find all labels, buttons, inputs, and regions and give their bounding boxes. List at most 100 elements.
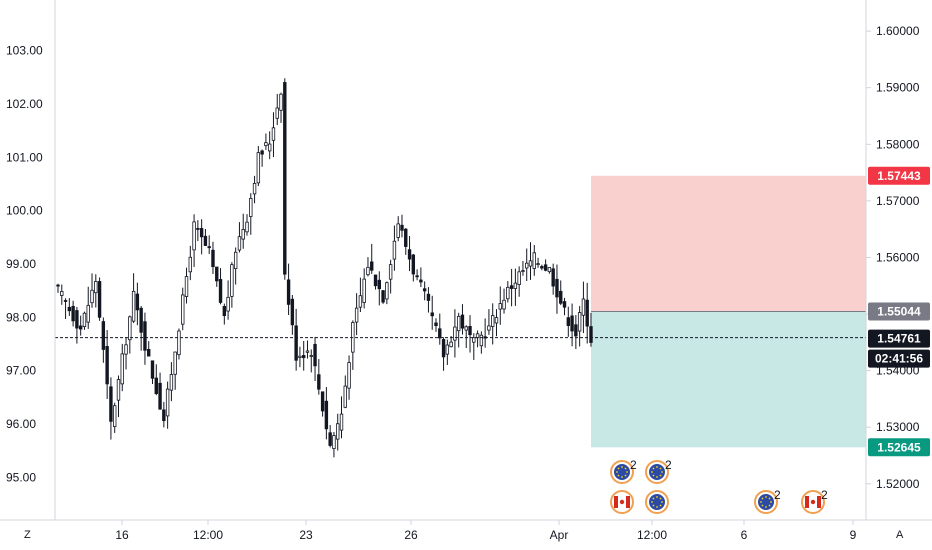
candle-body	[543, 264, 548, 271]
candle-body	[94, 281, 98, 294]
candlestick-series	[56, 78, 593, 458]
candle-body	[317, 374, 321, 390]
candle-body	[540, 266, 544, 269]
time-axis-tick-label: 23	[299, 528, 313, 542]
candle-body	[207, 246, 211, 249]
time-axis-tick-label: 16	[115, 528, 129, 542]
candle-body	[283, 82, 287, 275]
eu-flag-icon[interactable]: 2	[610, 458, 637, 484]
candle-body	[441, 339, 446, 358]
candle-body	[555, 278, 559, 298]
candle-body	[215, 266, 219, 282]
candle-body	[324, 400, 329, 430]
candle-body	[90, 289, 94, 304]
right-axis-tick-label: 1.58000	[876, 137, 920, 151]
candle-body	[547, 267, 552, 273]
candle-body	[536, 263, 540, 266]
stop-loss-badge: 1.57443	[877, 169, 921, 183]
right-axis-tick-label: 1.57000	[876, 194, 920, 208]
candle-body	[63, 300, 68, 302]
time-axis-tick-label: 12:00	[193, 528, 223, 542]
candle-body	[241, 229, 245, 240]
candle-body	[407, 249, 412, 260]
candle-body	[400, 224, 404, 231]
candle-body	[67, 306, 72, 312]
candle-body	[226, 296, 230, 312]
candle-body	[479, 334, 484, 347]
candle-body	[354, 307, 359, 323]
candle-body	[456, 315, 461, 332]
candle-body	[135, 293, 140, 311]
candle-body	[203, 235, 208, 246]
candle-body	[120, 353, 124, 385]
candle-body	[404, 228, 408, 247]
candle-body	[124, 344, 128, 355]
candle-body	[377, 279, 381, 290]
candle-body	[143, 321, 147, 351]
candle-body	[75, 310, 79, 329]
current-price-badge-bg	[868, 329, 930, 348]
candle-body	[222, 306, 227, 317]
candle-body	[373, 274, 378, 287]
candle-body	[150, 360, 155, 379]
candle-body	[502, 299, 506, 310]
take-profit-zone[interactable]	[591, 311, 866, 448]
candle-body	[506, 286, 510, 300]
eu-flag-icon[interactable]	[645, 490, 669, 514]
candle-body	[294, 325, 298, 361]
time-axis-tick-label: 9	[850, 528, 857, 542]
candle-body	[385, 282, 389, 300]
time-axis-tick-label: 12:00	[637, 528, 667, 542]
candle-body	[415, 275, 419, 278]
candle-body	[290, 298, 295, 326]
candle-body	[309, 355, 313, 357]
economic-events[interactable]: 2 2 2 2	[610, 458, 828, 514]
candle-body	[396, 223, 400, 238]
auto-scale-right-label[interactable]: A	[896, 529, 904, 541]
candle-body	[517, 271, 521, 285]
candle-body	[256, 152, 261, 184]
candle-body	[56, 284, 60, 287]
eu-flag-icon[interactable]: 2	[754, 488, 781, 514]
candle-body	[347, 362, 351, 389]
candle-body	[116, 379, 121, 401]
time-axis[interactable]: 16 12:00 23 26 Apr 12:00 6 9	[115, 520, 857, 542]
eu-flag-icon[interactable]: 2	[645, 458, 672, 484]
candle-body	[464, 326, 468, 331]
right-axis[interactable]: 1.60000 1.59000 1.58000 1.57000 1.56000 1.550…	[866, 24, 920, 491]
candle-body	[165, 388, 170, 417]
candle-body	[71, 305, 75, 322]
candle-body	[521, 270, 525, 272]
canada-flag-icon[interactable]	[610, 490, 634, 514]
time-axis-tick-label: 6	[741, 528, 748, 542]
candle-body	[585, 299, 589, 327]
canada-flag-icon[interactable]: 2	[801, 488, 828, 514]
candle-body	[249, 198, 253, 217]
left-axis-tick-label: 102.00	[6, 97, 43, 111]
stop-loss-zone[interactable]	[591, 175, 866, 312]
candle-body	[147, 348, 151, 357]
candle-body	[199, 228, 204, 238]
candle-body	[430, 312, 434, 317]
left-axis[interactable]: 103.00 102.00 101.00 100.00 99.00 98.00 97.00 9…	[6, 44, 43, 485]
event-count-label: 2	[774, 488, 781, 502]
candle-body	[388, 264, 393, 280]
candle-body	[188, 256, 192, 273]
candle-body	[366, 266, 370, 276]
candle-body	[370, 261, 374, 271]
candle-body	[128, 316, 132, 341]
candle-body	[339, 413, 344, 431]
candle-body	[460, 314, 465, 329]
auto-scale-left-label[interactable]: Z	[24, 529, 31, 541]
candle-body	[162, 409, 166, 422]
candle-body	[218, 279, 223, 303]
candle-body	[173, 351, 177, 375]
candle-body	[581, 298, 586, 316]
candle-body	[264, 142, 268, 147]
candle-body	[490, 315, 495, 327]
candle-body	[487, 325, 491, 331]
candle-body	[154, 377, 158, 394]
candle-body	[109, 386, 113, 422]
position-zones	[591, 175, 866, 448]
